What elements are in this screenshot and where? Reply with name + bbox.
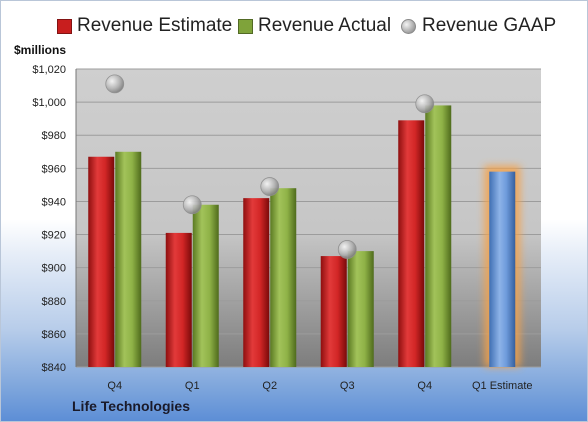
y-tick-label: $1,000 — [32, 97, 66, 109]
legend-label-gaap: Revenue GAAP — [422, 15, 557, 36]
y-axis-ticks: $840 $860 $880 $900 $920 $940 $960 $980 $1,000 $1… — [32, 64, 66, 374]
legend-swatch-estimate — [57, 18, 72, 34]
y-tick-label: $960 — [42, 163, 66, 175]
estimate-bar — [243, 198, 270, 367]
estimate-bar — [165, 232, 192, 367]
gaap-point — [415, 94, 435, 114]
gridlines — [75, 68, 541, 368]
x-tick-label: Q2 — [262, 380, 277, 392]
y-tick-label: $1,020 — [32, 64, 66, 76]
legend-item-gaap: Revenue GAAP — [401, 15, 556, 37]
x-tick-label: Q4 — [107, 380, 122, 392]
estimate-bar — [398, 120, 425, 367]
company-name: Life Technologies — [72, 398, 190, 414]
forecast-bar — [489, 171, 516, 367]
x-axis-ticks: Q4 Q1 Q2 Q3 Q4 Q1 Estimate — [107, 380, 532, 392]
gaap-point — [337, 240, 357, 259]
gaap-point — [260, 177, 280, 196]
x-tick-label: Q4 — [417, 380, 432, 392]
y-tick-label: $940 — [42, 196, 66, 208]
gaap-points — [105, 74, 435, 259]
legend-swatch-actual — [238, 18, 253, 34]
actual-bar — [115, 151, 142, 367]
y-tick-label: $920 — [42, 230, 66, 242]
y-tick-label: $980 — [42, 130, 66, 142]
legend-item-actual: Revenue Actual — [238, 15, 391, 37]
x-tick-label: Q1 Estimate — [472, 380, 533, 392]
actual-bar — [270, 188, 297, 367]
plot-area — [76, 69, 541, 367]
bars — [88, 105, 521, 367]
gaap-point — [105, 74, 125, 94]
x-tick-label: Q1 — [185, 380, 200, 392]
legend: Revenue Estimate Revenue Actual Revenue … — [1, 15, 587, 45]
estimate-bar — [320, 256, 347, 367]
y-tick-label: $900 — [42, 263, 66, 275]
legend-item-estimate: Revenue Estimate — [57, 15, 232, 37]
actual-bar — [347, 251, 374, 367]
y-tick-label: $860 — [42, 329, 66, 341]
x-tick-label: Q3 — [340, 380, 355, 392]
actual-bar — [192, 204, 219, 367]
legend-label-estimate: Revenue Estimate — [77, 15, 233, 36]
y-tick-label: $840 — [42, 362, 66, 374]
y-axis-unit-label: $millions — [14, 43, 67, 57]
gaap-point — [182, 195, 202, 215]
legend-swatch-gaap — [401, 18, 416, 34]
legend-label-actual: Revenue Actual — [258, 15, 392, 36]
actual-bar — [425, 105, 452, 367]
y-tick-label: $880 — [42, 296, 66, 308]
estimate-bar — [88, 156, 115, 367]
